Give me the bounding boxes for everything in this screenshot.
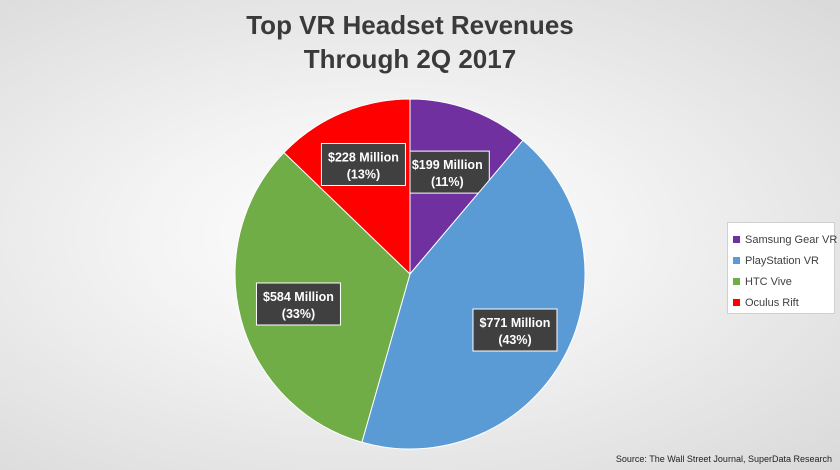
chart-title-line-1: Top VR Headset Revenues [246,10,574,40]
data-label-box [404,150,490,194]
data-label-percent: (13%) [347,167,380,181]
legend-item-htc-vive: HTC Vive [733,271,834,292]
legend-label: Oculus Rift [745,296,799,309]
data-label-box [320,142,406,186]
chart-legend: Samsung Gear VR PlayStation VR HTC Vive … [727,222,838,314]
data-label-percent: (33%) [282,307,315,321]
data-label-value: $199 Million [412,158,483,172]
data-label-samsung-gear-vr: $199 Million (11%) [404,150,490,194]
data-label-percent: (11%) [431,175,464,189]
chart-title-line-2: Through 2Q 2017 [303,44,517,74]
data-label-value: $771 Million [480,316,551,330]
data-label-box [472,308,558,352]
source-note: Source: The Wall Street Journal, SuperDa… [615,454,832,464]
legend-item-oculus-rift: Oculus Rift [733,292,834,313]
data-label-value: $584 Million [263,290,334,304]
legend-swatch [733,257,740,264]
data-label-box [255,282,341,326]
legend-swatch [733,278,740,285]
data-label-oculus-rift: $228 Million (13%) [320,142,406,186]
pie-slice-oculus-rift [283,98,411,276]
data-label-playstation-vr: $771 Million (43%) [472,308,558,352]
legend-swatch [733,299,740,306]
legend-label: HTC Vive [745,275,792,288]
legend-label: PlayStation VR [745,254,819,267]
legend-label: Samsung Gear VR [745,233,838,246]
legend-item-samsung-gear-vr: Samsung Gear VR [733,229,838,250]
chart-title: Top VR Headset Revenues Through 2Q 2017 [0,8,820,76]
data-label-htc-vive: $584 Million (33%) [255,282,341,326]
data-label-percent: (43%) [498,333,531,347]
legend-swatch [733,236,740,243]
legend-item-playstation-vr: PlayStation VR [733,250,834,271]
pie-slice-playstation-vr [361,139,586,450]
data-label-value: $228 Million [328,150,399,164]
